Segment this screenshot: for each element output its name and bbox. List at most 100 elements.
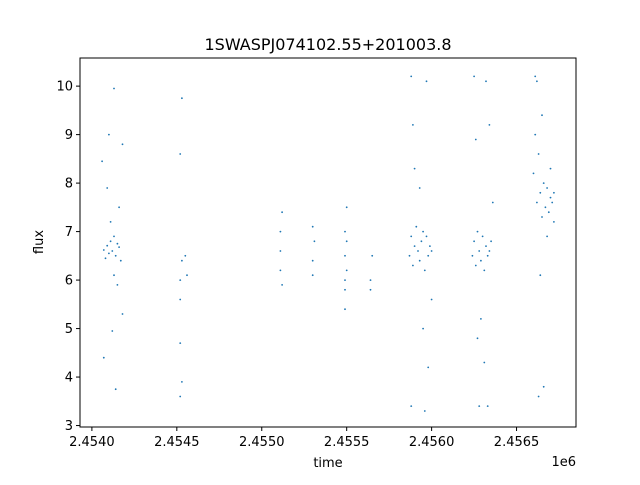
data-point <box>344 254 346 257</box>
data-point <box>184 254 187 257</box>
y-tick-label: 3 <box>65 419 73 434</box>
data-point <box>553 221 555 223</box>
data-point <box>106 187 109 189</box>
x-axis-label: time <box>313 456 342 471</box>
data-point <box>485 80 487 83</box>
data-point <box>474 264 477 267</box>
x-tick-label: 2.4545 <box>154 435 200 450</box>
data-point <box>483 269 486 272</box>
data-point <box>420 240 423 243</box>
data-point <box>281 284 283 286</box>
data-point <box>344 308 346 311</box>
data-point <box>485 245 487 248</box>
data-point <box>415 225 418 228</box>
data-point <box>427 254 430 257</box>
x-axis-ticks: 2.4540 2.4545 2.4550 2.4555 2.4560 2.4565 <box>69 427 539 450</box>
data-point <box>104 257 107 260</box>
data-point <box>344 230 346 233</box>
data-point <box>483 361 486 364</box>
data-point <box>547 211 550 214</box>
y-axis-label: flux <box>32 230 47 254</box>
data-point <box>551 201 554 204</box>
data-point <box>119 259 122 262</box>
data-point <box>344 288 346 291</box>
data-point <box>471 254 474 257</box>
data-point <box>473 240 475 243</box>
data-point <box>121 313 124 315</box>
data-point <box>542 182 545 185</box>
data-point <box>490 240 492 243</box>
data-point <box>549 167 552 170</box>
data-point <box>478 250 481 252</box>
data-point <box>425 235 428 238</box>
data-point <box>474 138 477 141</box>
data-point <box>279 230 282 233</box>
data-point <box>488 124 491 126</box>
chart-title: 1SWASPJ074102.55+201003.8 <box>204 35 451 54</box>
data-point <box>553 191 555 194</box>
data-point <box>413 167 416 170</box>
x-tick-label: 2.4550 <box>239 435 285 450</box>
data-point <box>118 206 120 209</box>
data-point <box>281 211 283 214</box>
data-point <box>418 187 421 189</box>
data-point <box>113 235 115 238</box>
y-tick-label: 4 <box>65 371 73 386</box>
data-point <box>539 191 542 194</box>
data-point <box>412 124 414 126</box>
data-point <box>181 381 183 383</box>
data-point <box>114 388 117 391</box>
data-point <box>186 274 188 277</box>
data-point <box>430 298 433 301</box>
data-point <box>486 405 489 407</box>
data-point <box>491 201 494 204</box>
data-point <box>179 395 182 398</box>
data-point <box>541 216 543 218</box>
data-point <box>476 337 479 340</box>
data-point <box>101 160 103 163</box>
data-point <box>488 250 491 252</box>
data-point <box>425 80 428 83</box>
data-point <box>476 230 479 233</box>
data-point <box>109 240 112 243</box>
data-point <box>546 187 548 189</box>
data-point <box>536 80 538 83</box>
data-point <box>116 284 119 286</box>
data-point <box>116 242 119 245</box>
data-points <box>101 75 555 412</box>
data-point <box>369 279 372 281</box>
data-point <box>546 235 548 238</box>
data-point <box>109 221 112 223</box>
data-point <box>179 298 182 301</box>
data-point <box>311 225 314 228</box>
y-tick-label: 5 <box>65 322 73 337</box>
x-tick-label: 2.4560 <box>409 435 455 450</box>
data-point <box>102 249 105 251</box>
y-tick-label: 7 <box>65 225 73 240</box>
data-point <box>429 245 431 248</box>
data-point <box>486 254 489 257</box>
data-point <box>114 254 117 257</box>
data-point <box>181 97 183 100</box>
data-point <box>410 75 413 78</box>
data-point <box>413 245 416 248</box>
data-point <box>410 235 413 238</box>
data-point <box>534 75 537 78</box>
data-point <box>179 342 182 344</box>
data-point <box>102 356 105 359</box>
data-point <box>422 230 424 233</box>
data-point <box>111 250 114 252</box>
data-point <box>480 318 482 320</box>
data-point <box>539 274 542 277</box>
data-point <box>481 235 484 238</box>
data-point <box>345 240 348 243</box>
data-point <box>412 264 414 267</box>
data-point <box>544 206 547 209</box>
data-point <box>408 254 411 257</box>
data-point <box>537 395 540 398</box>
data-point <box>181 259 183 262</box>
y-axis-ticks: 3 4 5 6 7 8 9 10 <box>56 80 80 434</box>
data-point <box>410 405 413 407</box>
